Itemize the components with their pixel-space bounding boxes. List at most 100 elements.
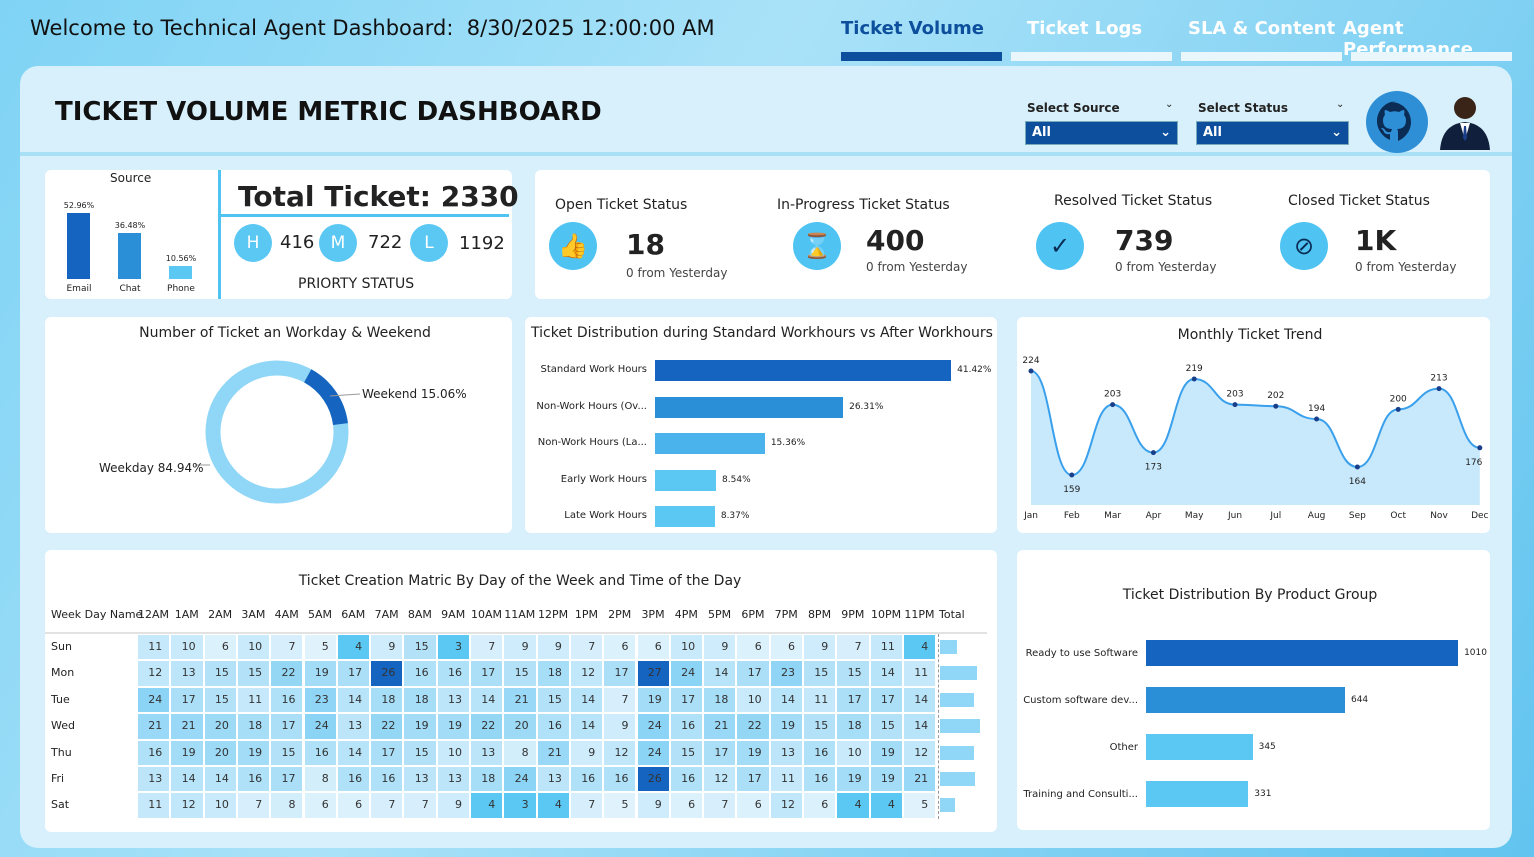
heatmap-cell: 8 [270,792,304,819]
heatmap-cell: 15 [236,660,271,687]
tab-ticket-volume[interactable]: Ticket Volume [841,18,984,39]
heatmap-cell: 9 [603,713,637,740]
heatmap-cell: 17 [736,660,770,687]
heatmap-cell: 15 [836,660,870,687]
status-card [535,170,1490,299]
heatmap-cell: 15 [536,686,570,714]
heatmap-cell: 6 [803,792,837,819]
heatmap-column-header: 6AM [341,608,366,621]
heatmap-cell: 19 [236,739,271,766]
heatmap-cell: 19 [836,766,870,793]
heatmap-column-header: 4AM [274,608,299,621]
heatmap-cell: 11 [236,686,271,714]
heatmap-cell: 21 [536,739,570,766]
donut-slice-weekday [205,360,349,504]
heatmap-column-header: 2AM [208,608,233,621]
workhours-value-label: 41.42% [957,365,992,375]
heatmap-cell: 6 [769,634,803,661]
heatmap-cell: 12 [170,792,204,819]
chevron-down-icon[interactable]: ⌄ [1336,99,1345,110]
heatmap-cell: 13 [137,766,171,793]
status-value: 1K [1355,224,1397,257]
heatmap-cell: 8 [303,766,337,793]
heatmap-cell: 14 [203,766,237,793]
heatmap-cell: 5 [303,634,337,661]
source-bar-label: 52.96% [63,200,95,210]
workhours-bar [655,469,717,491]
github-icon[interactable] [1366,91,1428,153]
workhours-title: Ticket Distribution during Standard Work… [531,325,993,341]
heatmap-cell: 11 [902,660,937,687]
heatmap-cell: 17 [869,686,903,714]
heatmap-cell: 24 [137,686,171,714]
heatmap-cell: 6 [736,634,770,661]
chevron-down-icon[interactable]: ⌄ [1165,99,1174,110]
product-bar [1146,640,1459,666]
heatmap-cell: 17 [603,660,637,687]
line-data-label: 173 [1145,463,1162,473]
heatmap-cell: 17 [170,686,204,714]
product-category-label: Other [1109,742,1138,753]
status-title: In-Progress Ticket Status [777,197,950,213]
tab-ticket-logs[interactable]: Ticket Logs [1027,18,1143,39]
welcome-text: Welcome to Technical Agent Dashboard: [30,16,454,40]
heatmap-column-header: 4PM [674,608,698,621]
header-divider [45,632,987,634]
heatmap-cell: 10 [836,739,870,766]
product-value-label: 1010 [1464,648,1487,658]
heatmap-total-bar [940,666,978,681]
tab-indicator-active [841,52,1002,61]
heatmap-cell: 16 [303,739,337,766]
status-filter-select[interactable]: All ⌄ [1196,121,1349,145]
heatmap-cell: 16 [669,713,704,740]
line-data-label: 203 [1226,390,1243,400]
source-filter-value: All [1032,125,1051,140]
heatmap-cell: 21 [137,713,171,740]
workhours-card [525,317,997,533]
product-category-label: Custom software dev... [1023,695,1138,706]
status-filter-value: All [1203,125,1222,140]
heatmap-column-header: 12AM [137,608,169,621]
heatmap-cell: 16 [803,766,837,793]
heatmap-cell: 19 [170,739,204,766]
source-chart-title: Source [110,171,152,185]
x-tick-label: Jan [1023,511,1038,521]
heatmap-cell: 4 [869,792,903,819]
donut-chart [195,360,361,504]
heatmap-column-header: 3PM [641,608,665,621]
heatmap-cell: 20 [503,713,537,740]
source-bar [118,233,141,279]
workhours-bar [655,360,952,381]
line-data-label: 176 [1465,458,1482,468]
heatmap-row-label: Fri [51,772,65,785]
heatmap-cell: 4 [536,792,570,819]
product-value-label: 345 [1258,742,1276,752]
x-tick-label: Dec [1471,511,1488,521]
product-value-label: 331 [1254,789,1272,799]
heatmap-cell: 24 [669,660,704,687]
line-data-label: 200 [1390,394,1407,404]
heatmap-cell: 16 [137,739,171,766]
heatmap-cell: 13 [470,739,504,766]
workhours-value-label: 8.37% [720,511,750,521]
priority-status-title: PRIORTY STATUS [298,276,415,292]
source-filter-select[interactable]: All ⌄ [1025,121,1178,145]
heatmap-cell: 18 [836,713,870,740]
priority-medium-value: 722 [368,232,403,253]
heatmap-cell: 11 [869,634,903,661]
heatmap-cell: 13 [170,660,204,687]
tab-sla-content[interactable]: SLA & Content [1188,18,1336,39]
heatmap-cell: 9 [503,634,537,661]
heatmap-cell: 4 [836,792,870,819]
heatmap-total-bar [940,798,955,813]
heatmap-column-header: 12PM [538,608,569,621]
heatmap-cell: 19 [869,739,903,766]
heatmap-column-header: 6PM [741,608,765,621]
hourglass-icon: ⌛ [793,222,841,270]
status-subtext: 0 from Yesterday [1355,260,1457,274]
heatmap-cell: 15 [403,739,437,766]
x-tick-label: Oct [1390,511,1406,521]
heatmap-total-bar [940,692,975,707]
source-category-label: Email [66,284,92,294]
heatmap-cell: 19 [769,713,803,740]
